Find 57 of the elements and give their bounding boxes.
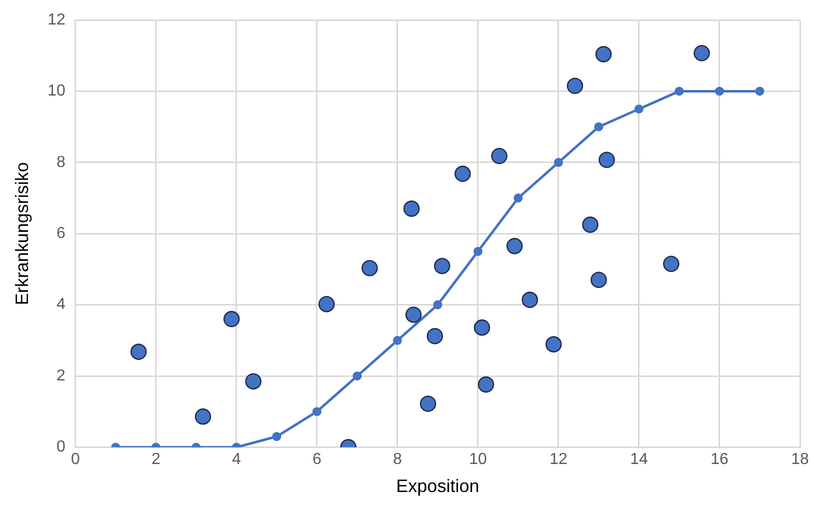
point xyxy=(433,300,442,310)
point xyxy=(590,272,607,288)
x-tick-label: 18 xyxy=(791,451,809,468)
point xyxy=(554,158,563,167)
point xyxy=(434,258,450,274)
x-tick-label: 14 xyxy=(630,451,648,468)
x-tick-label: 2 xyxy=(151,451,160,468)
point xyxy=(392,336,402,345)
x-tick-label: 12 xyxy=(550,451,568,468)
point xyxy=(663,256,680,272)
point xyxy=(454,166,471,182)
point xyxy=(634,104,644,114)
point xyxy=(272,432,282,442)
point xyxy=(403,200,420,217)
point xyxy=(223,310,240,328)
point xyxy=(473,246,482,256)
x-tick-label: 8 xyxy=(392,451,402,468)
point xyxy=(566,78,584,94)
point xyxy=(352,372,362,380)
point xyxy=(491,148,508,164)
point xyxy=(582,216,598,233)
point xyxy=(478,376,494,393)
y-axis-title: Erkrankungsrisiko xyxy=(12,162,32,306)
point xyxy=(130,344,147,360)
point xyxy=(506,238,523,254)
point xyxy=(312,407,322,416)
y-tick-label: 2 xyxy=(56,367,66,384)
x-tick-label: 4 xyxy=(232,451,241,468)
x-tick-label: 6 xyxy=(312,451,322,468)
point xyxy=(522,292,538,308)
point xyxy=(595,46,612,62)
x-tick-label: 10 xyxy=(469,451,487,468)
point xyxy=(318,296,335,312)
point xyxy=(514,194,523,202)
point xyxy=(674,86,684,96)
point xyxy=(598,152,615,168)
point xyxy=(405,306,422,323)
y-tick-label: 4 xyxy=(56,296,66,314)
point xyxy=(755,86,764,96)
point xyxy=(420,396,436,412)
point xyxy=(426,328,444,344)
x-tick-label: 16 xyxy=(710,451,728,468)
point xyxy=(474,319,490,336)
point xyxy=(245,373,262,390)
x-axis-title: Exposition xyxy=(396,476,480,496)
y-tick-label: 8 xyxy=(56,154,66,171)
x-tick-label: 0 xyxy=(70,451,80,468)
point xyxy=(194,408,212,425)
point xyxy=(714,86,724,96)
point xyxy=(362,260,378,276)
y-tick-label: 6 xyxy=(56,225,66,242)
y-tick-label: 0 xyxy=(56,438,66,456)
point xyxy=(694,44,710,62)
y-tick-label: 10 xyxy=(48,82,66,100)
point xyxy=(545,336,562,352)
point xyxy=(594,122,604,132)
y-tick-label: 12 xyxy=(48,11,66,28)
